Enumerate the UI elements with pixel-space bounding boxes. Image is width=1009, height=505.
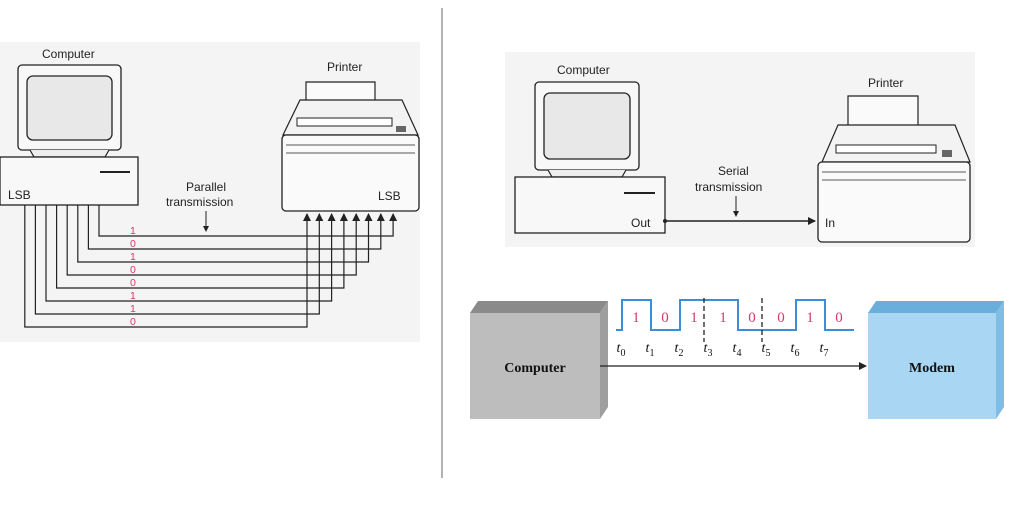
serial-bit-label: 1 xyxy=(632,310,640,326)
parallel-transmission-label-2: transmission xyxy=(166,195,233,209)
parallel-printer-lsb: LSB xyxy=(378,189,401,203)
computer-box-label: Computer xyxy=(504,361,565,376)
serial-bit-label: 0 xyxy=(661,310,669,326)
parallel-bit-label: 1 xyxy=(130,225,136,237)
parallel-bit-label: 0 xyxy=(130,264,136,276)
serial-out-dot xyxy=(663,219,667,223)
serial-in-label: In xyxy=(825,216,835,230)
serial-transmission-label-2: transmission xyxy=(695,180,762,194)
parallel-bit-label: 1 xyxy=(130,303,136,315)
time-label: t2 xyxy=(675,341,684,359)
serial-bit-label: 1 xyxy=(806,310,814,326)
parallel-panel: Computer LSB Printer LSB Parallel transm… xyxy=(0,42,420,342)
serial-transmission-label-1: Serial xyxy=(718,164,749,178)
serial-bit-label: 0 xyxy=(835,310,843,326)
serial-computer: Computer Out xyxy=(514,63,666,234)
parallel-computer: Computer LSB xyxy=(0,47,139,206)
parallel-bit-label: 1 xyxy=(130,251,136,263)
serial-computer-label: Computer xyxy=(557,63,610,77)
serial-bit-label: 1 xyxy=(719,310,727,326)
parallel-bit-label: 1 xyxy=(130,290,136,302)
serial-signal: 1 0 1 1 0 0 1 0 t0 t1 t2 t3 t4 t5 t6 t7 xyxy=(616,298,854,359)
time-label: t3 xyxy=(704,341,713,359)
parallel-wire xyxy=(55,205,348,289)
parallel-wire xyxy=(24,205,311,328)
parallel-computer-lsb: LSB xyxy=(8,188,31,202)
serial-bit-label: 1 xyxy=(690,310,698,326)
time-label: t6 xyxy=(791,341,800,359)
serial-panel: Computer Out Printer In Serial transmiss… xyxy=(505,52,975,247)
modem-box: Modem xyxy=(868,301,1004,419)
parallel-wire xyxy=(34,205,324,315)
serial-bit-label: 0 xyxy=(748,310,756,326)
parallel-wire xyxy=(45,205,336,302)
signal-waveform xyxy=(616,299,854,331)
computer-box: Computer xyxy=(470,301,608,419)
parallel-computer-label: Computer xyxy=(42,47,95,61)
time-label: t4 xyxy=(733,341,742,359)
time-label: t0 xyxy=(617,341,626,359)
time-label: t5 xyxy=(762,341,771,359)
parallel-printer: Printer LSB xyxy=(281,60,420,212)
modem-panel: Computer Modem 1 0 1 1 0 0 1 0 t0 t1 t2 t3 t4 t5 t6 t7 xyxy=(470,298,1004,419)
serial-printer: Printer In xyxy=(817,76,971,243)
parallel-wire xyxy=(77,205,373,263)
parallel-bit-label: 0 xyxy=(130,238,136,250)
serial-printer-label: Printer xyxy=(868,76,903,90)
parallel-printer-label: Printer xyxy=(327,60,362,74)
parallel-wire xyxy=(98,205,398,237)
parallel-wire xyxy=(66,205,361,276)
modem-box-label: Modem xyxy=(909,361,955,376)
parallel-transmission-label-1: Parallel xyxy=(186,180,226,194)
parallel-bit-label: 0 xyxy=(130,277,136,289)
time-label: t7 xyxy=(820,341,829,359)
serial-bit-label: 0 xyxy=(777,310,785,326)
serial-out-label: Out xyxy=(631,216,651,230)
parallel-bit-label: 0 xyxy=(130,316,136,328)
parallel-wire xyxy=(87,205,385,250)
time-label: t1 xyxy=(646,341,655,359)
